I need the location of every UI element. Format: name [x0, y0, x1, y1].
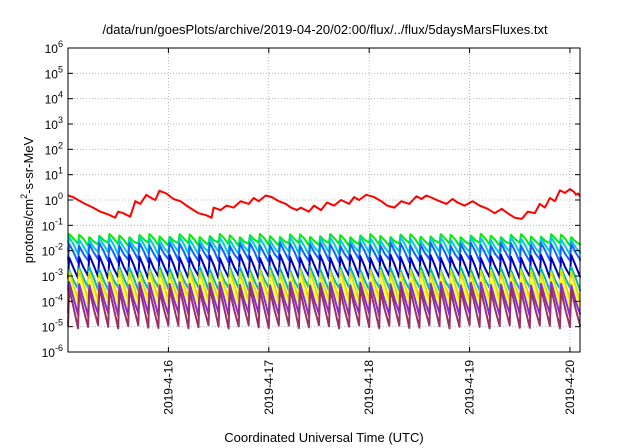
y-axis-label: protons/cm2-s-sr-MeV	[19, 136, 36, 263]
y-axis-label-prefix: protons/cm	[21, 199, 36, 263]
y-tick-exp: -5	[55, 318, 63, 328]
y-tick-base: 10	[45, 67, 59, 81]
y-axis-label-suffix: -s-sr-MeV	[21, 136, 36, 193]
series-line	[67, 236, 581, 256]
y-tick-label: 10-2	[42, 242, 63, 259]
series-line	[67, 232, 581, 247]
y-tick-label: 104	[45, 90, 63, 107]
series-line	[67, 253, 581, 280]
y-tick-base: 10	[45, 194, 59, 208]
data-series	[67, 188, 581, 330]
y-tick-base: 10	[45, 143, 59, 157]
y-tick-base: 10	[45, 93, 59, 107]
x-axis-ticks: 2019-4-16 2019-4-17 2019-4-18 2019-4-19 2019…	[161, 48, 577, 415]
x-tick-label: 2019-4-18	[362, 360, 376, 415]
y-tick-label: 100	[45, 191, 63, 208]
y-tick-exp: -4	[55, 292, 63, 302]
y-tick-label: 102	[45, 140, 63, 157]
x-tick-label: 2019-4-16	[161, 360, 175, 415]
x-tick-label: 2019-4-19	[463, 360, 477, 415]
y-tick-exp: -2	[55, 242, 63, 252]
y-tick-base: 10	[42, 295, 56, 309]
y-tick-label: 10-4	[42, 292, 63, 309]
y-tick-label: 10-1	[42, 216, 63, 233]
x-tick-label: 2019-4-17	[262, 360, 276, 415]
y-axis-label-sup: 2	[19, 194, 29, 199]
y-tick-exp: 6	[58, 39, 63, 49]
y-tick-exp: -1	[55, 216, 63, 226]
y-tick-label: 106	[45, 39, 63, 56]
series-line	[67, 275, 581, 308]
y-tick-exp: 2	[58, 140, 63, 150]
y-tick-label: 103	[45, 115, 63, 132]
y-tick-exp: -3	[55, 267, 63, 277]
y-tick-label: 10-5	[42, 318, 63, 335]
y-tick-label: 105	[45, 64, 63, 81]
series-line	[67, 188, 581, 220]
y-tick-base: 10	[42, 270, 56, 284]
y-tick-base: 10	[42, 346, 56, 360]
y-tick-exp: 0	[58, 191, 63, 201]
x-axis-label: Coordinated Universal Time (UTC)	[224, 430, 423, 445]
y-axis-ticks: 10-610-510-410-310-210-11001011021031041…	[42, 39, 580, 360]
series-line	[67, 281, 581, 318]
y-tick-base: 10	[42, 219, 56, 233]
x-tick-label: 2019-4-20	[563, 360, 577, 415]
y-tick-exp: 1	[58, 166, 63, 176]
y-tick-base: 10	[42, 321, 56, 335]
series-line	[67, 269, 581, 303]
y-tick-label: 10-6	[42, 343, 63, 360]
chart-title: /data/run/goesPlots/archive/2019-04-20/0…	[102, 22, 548, 37]
y-tick-exp: -6	[55, 343, 63, 353]
y-tick-base: 10	[45, 42, 59, 56]
y-tick-exp: 3	[58, 115, 63, 125]
y-tick-label: 10-3	[42, 267, 63, 284]
series-line	[67, 286, 581, 330]
y-tick-exp: 5	[58, 64, 63, 74]
y-tick-base: 10	[45, 169, 59, 183]
y-tick-base: 10	[42, 245, 56, 259]
y-tick-base: 10	[45, 118, 59, 132]
series-line	[67, 265, 581, 292]
y-tick-label: 101	[45, 166, 63, 183]
series-line	[67, 241, 581, 264]
y-tick-exp: 4	[58, 90, 63, 100]
